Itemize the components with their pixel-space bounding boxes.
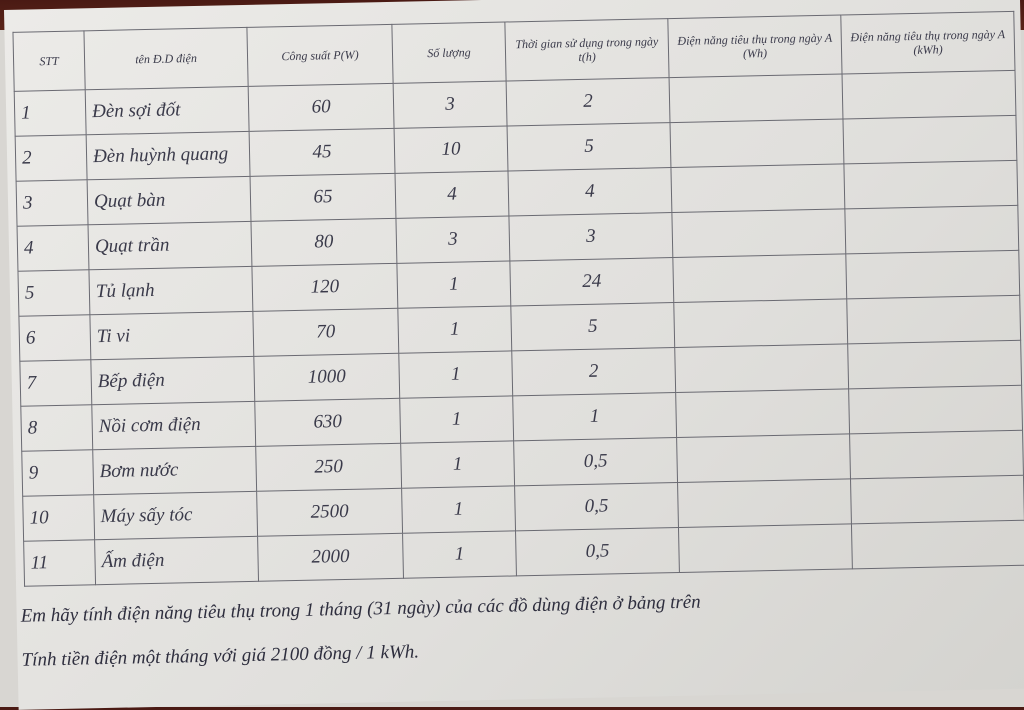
- cell: 1: [512, 392, 677, 441]
- cell: 1: [397, 305, 512, 354]
- column-header: Số lượng: [391, 22, 507, 84]
- empty-cell: [675, 388, 850, 438]
- cell: 1: [396, 260, 511, 309]
- appliance-name: Quạt trần: [88, 221, 252, 270]
- cell: 1: [402, 530, 517, 579]
- cell: 1: [399, 395, 514, 444]
- empty-cell: [677, 478, 852, 528]
- cell: 250: [255, 443, 402, 492]
- empty-cell: [844, 205, 1019, 254]
- column-header: tên Đ.D điện: [83, 27, 249, 90]
- cell: 7: [19, 359, 92, 407]
- appliance-table: STT tên Đ.D điện Công suất P(W) Số lượng Thờ…: [12, 11, 1024, 587]
- cell: 70: [252, 308, 399, 357]
- empty-cell: [670, 118, 844, 168]
- empty-cell: [842, 115, 1017, 164]
- empty-cell: [846, 295, 1021, 344]
- column-header: Điện năng tiêu thụ trong ngày A (Wh): [667, 14, 843, 78]
- empty-cell: [851, 520, 1024, 569]
- column-header: STT: [12, 30, 86, 92]
- cell: 2: [506, 77, 671, 126]
- appliance-name: Nồi cơm điện: [91, 401, 256, 450]
- column-header: Thời gian sử dụng trong ngày t(h): [504, 18, 670, 82]
- cell: 4: [17, 224, 89, 272]
- empty-cell: [849, 430, 1024, 479]
- cell: 630: [254, 398, 401, 447]
- cell: 3: [393, 81, 508, 129]
- question: Em hãy tính điện năng tiêu thụ trong 1 t…: [20, 591, 701, 627]
- cell: 2: [511, 347, 676, 396]
- column-header: Điện năng tiêu thụ trong ngày A (kWh): [840, 11, 1015, 74]
- cell: 2500: [256, 488, 403, 537]
- cell: 24: [509, 257, 674, 306]
- cell: 1: [401, 485, 516, 534]
- empty-cell: [843, 160, 1018, 209]
- cell: 5: [17, 269, 90, 317]
- appliance-name: Đèn huỳnh quang: [86, 131, 251, 180]
- cell: 2000: [257, 533, 404, 582]
- cell: 1: [14, 89, 87, 137]
- table-body: 1 Đèn sợi đốt 60 3 2 2 Đèn huỳnh quang 45 10 5 3 Qu…: [14, 70, 1024, 587]
- empty-cell: [670, 163, 845, 213]
- cell: 10: [22, 494, 95, 542]
- cell: 0,5: [515, 527, 680, 576]
- empty-cell: [674, 343, 849, 393]
- appliance-name: Bơm nước: [92, 446, 257, 495]
- empty-cell: [847, 340, 1022, 389]
- cell: 5: [510, 302, 675, 351]
- cell: 3: [508, 212, 673, 261]
- cell: 45: [249, 128, 396, 177]
- empty-cell: [673, 298, 848, 348]
- empty-cell: [676, 433, 851, 483]
- cell: 11: [23, 539, 96, 587]
- appliance-name: Máy sấy tóc: [93, 491, 258, 540]
- appliance-name: Đèn sợi đốt: [85, 86, 250, 135]
- cell: 1000: [253, 353, 400, 402]
- empty-cell: [669, 73, 843, 123]
- appliance-name: Ti vi: [89, 311, 254, 360]
- cell: 80: [250, 218, 397, 267]
- empty-cell: [842, 70, 1016, 119]
- paper-sheet: STT tên Đ.D điện Công suất P(W) Số lượng Thờ…: [4, 0, 1024, 710]
- cell: 120: [251, 263, 398, 312]
- cell: 65: [250, 173, 396, 222]
- question: Tính tiền điện một tháng với giá 2100 đồ…: [21, 641, 420, 671]
- column-header: Công suất P(W): [246, 24, 394, 87]
- cell: 10: [394, 125, 508, 174]
- cell: 8: [20, 404, 93, 452]
- appliance-name: Bếp điện: [90, 356, 255, 405]
- cell: 4: [507, 167, 672, 216]
- cell: 4: [395, 170, 509, 219]
- empty-cell: [671, 208, 846, 258]
- appliance-name: Ấm điện: [94, 536, 259, 585]
- empty-cell: [672, 253, 847, 303]
- empty-cell: [678, 523, 853, 573]
- empty-cell: [845, 250, 1020, 299]
- cell: 1: [400, 440, 515, 489]
- cell: 2: [15, 134, 88, 182]
- cell: 9: [21, 449, 94, 497]
- empty-cell: [850, 475, 1024, 524]
- cell: 3: [395, 215, 510, 264]
- cell: 0,5: [514, 482, 679, 531]
- cell: 1: [398, 350, 513, 399]
- appliance-name: Quạt bàn: [87, 176, 251, 225]
- cell: 5: [507, 122, 671, 171]
- appliance-name: Tủ lạnh: [88, 266, 253, 315]
- cell: 3: [16, 179, 89, 227]
- cell: 0,5: [513, 437, 678, 486]
- cell: 60: [248, 83, 395, 132]
- cell: 6: [18, 314, 91, 362]
- empty-cell: [848, 385, 1023, 434]
